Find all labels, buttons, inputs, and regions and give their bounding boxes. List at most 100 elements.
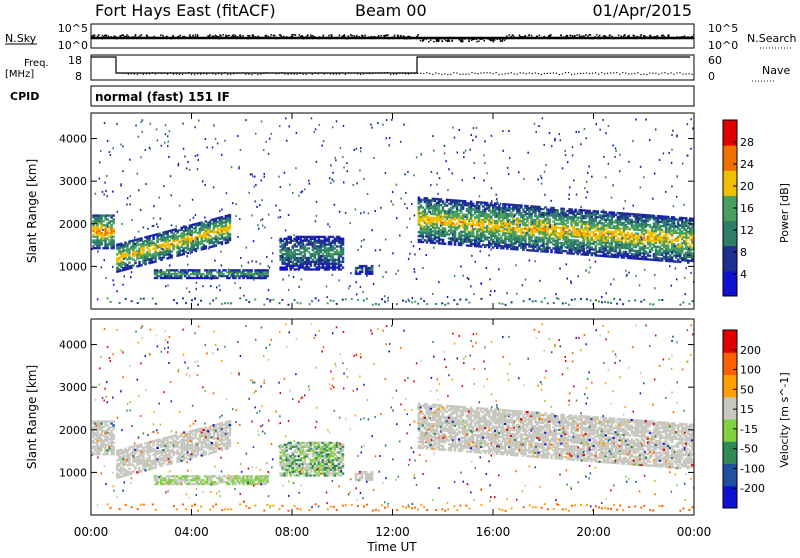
power-cell [202,180,204,182]
nave-point [496,72,497,73]
nave-point [562,73,563,74]
nave-point [435,72,436,73]
nave-point [321,72,322,73]
nave-point [312,74,313,75]
nave-point [269,73,270,74]
nave-point [604,73,605,74]
noise-point [295,34,297,36]
noise-point [501,40,503,42]
nave-point [345,74,346,75]
power-cell [143,226,145,228]
nave-point [303,74,304,75]
power-cell [484,234,487,236]
nave-point [203,73,204,74]
noise-point [596,34,598,36]
power-cell [548,211,550,213]
power-cell [341,264,343,266]
noise-point [574,35,576,37]
nave-point [544,73,545,74]
nave-point [450,74,451,75]
power-cell [231,273,233,275]
nave-point [456,73,457,74]
nave-point [200,74,201,75]
power-cell [471,255,473,257]
noise-point [490,40,492,42]
nave-point [363,73,364,74]
power-cell [359,169,361,171]
nave-point [520,72,521,73]
nave-point [176,73,177,74]
nave-point [637,72,638,73]
power-cell [250,173,252,175]
nave-point [339,73,340,74]
nave-point [586,72,587,73]
power-cell [548,247,551,249]
nave-point [523,73,524,74]
power-cell [520,204,523,206]
noise-point [127,35,129,37]
power-cell [131,219,133,221]
nave-point [453,72,454,73]
power-cell [213,186,215,188]
power-cell [416,278,418,280]
power-cell [140,237,143,239]
power-cell [498,205,501,207]
power-cell [329,226,331,228]
nave-point [122,73,123,74]
power-cell [189,291,191,293]
power-cell [452,222,455,224]
power-cell [110,154,112,156]
power-cell [152,225,154,227]
noise-point [504,40,506,42]
nave-point [444,73,445,74]
power-cell [570,280,572,282]
power-cell [289,236,292,238]
power-cell [556,209,559,211]
power-cell [268,153,270,155]
power-cell [649,139,651,141]
nave-point [357,73,358,74]
power-cell [257,224,259,226]
power-cell [619,244,621,246]
power-cell [375,249,377,251]
nave-point [336,74,337,75]
power-cell [323,140,325,142]
power-cell [442,200,445,202]
nave-point [402,73,403,74]
power-cell [498,268,500,270]
power-cell [568,229,571,231]
nave-point [125,73,126,74]
power-cell [325,255,327,257]
nave-point [348,72,349,73]
power-cell [463,156,465,158]
power-cell [420,224,423,226]
noise-point [417,34,419,36]
noise-point [445,40,447,42]
nave-point [483,72,484,73]
noise-right-tick-bottom: 10^0 [708,39,738,52]
nave-point [511,72,512,73]
nave-point [152,72,153,73]
nave-point [625,73,626,74]
power-cell [345,212,347,214]
noise-point [94,35,96,37]
power-cell [444,227,447,229]
power-cell [464,200,467,202]
noise-point [566,35,568,37]
power-cell [684,277,686,279]
power-cell [293,234,295,236]
power-cell [473,162,475,164]
nave-point [664,72,665,73]
nave-point [306,74,307,75]
nave-point [505,73,506,74]
power-cell [508,209,510,211]
noise-point [160,34,162,36]
noise-point [312,35,314,37]
power-cell [332,126,334,128]
nave-point [390,74,391,75]
noise-point [478,40,480,42]
power-cell [420,204,423,206]
nave-point [233,73,234,74]
power-cell [168,239,171,241]
noise-point [462,41,464,43]
